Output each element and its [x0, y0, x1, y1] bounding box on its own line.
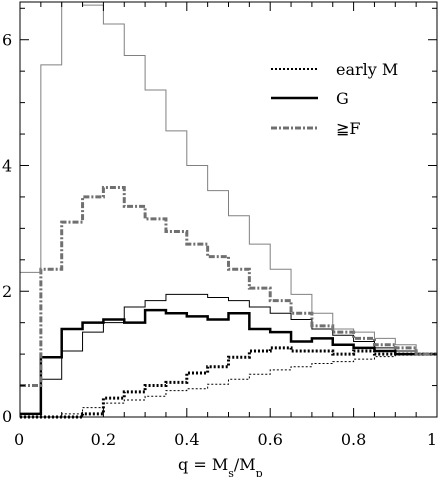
series-2 [20, 308, 437, 416]
y-tick-label: 2 [2, 282, 12, 301]
series-5 [20, 1, 437, 355]
x-tick-label: 0.4 [174, 430, 199, 449]
series-3 [20, 293, 437, 418]
y-tick-label: 0 [2, 407, 12, 426]
x-tick-label: 0.2 [91, 430, 116, 449]
y-tick-label: 4 [2, 156, 12, 175]
legend: early M G ≧F [271, 60, 398, 138]
x-tick-label: 0.6 [257, 430, 282, 449]
series-1 [20, 353, 437, 418]
x-axis-title: q = Ms/Mp [178, 455, 263, 477]
series-4 [20, 185, 437, 388]
series-layer [20, 1, 437, 419]
x-tick-label: 0.8 [341, 430, 366, 449]
legend-label: ≧F [336, 119, 361, 138]
x-tick-label: 0 [14, 430, 24, 449]
ticks-layer: 0 0.2 0.4 0.6 0.8 1 0 2 4 6 [2, 2, 438, 449]
y-tick-label: 6 [2, 31, 12, 50]
legend-label: early M [336, 60, 398, 79]
x-tick-label: 1 [427, 430, 437, 449]
legend-label: G [336, 89, 349, 108]
